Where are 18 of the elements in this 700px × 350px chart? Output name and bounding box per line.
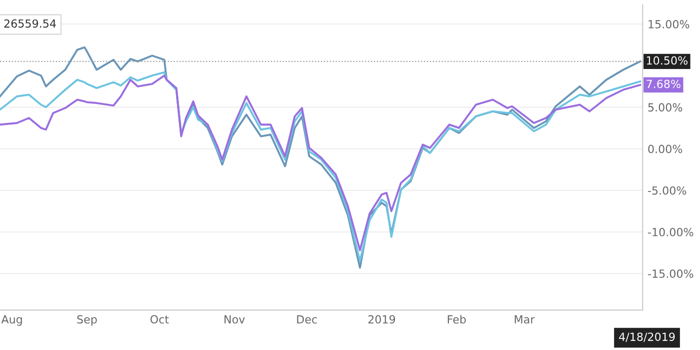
x-tick-label: 2019 <box>368 315 396 324</box>
y-tick-label: -5.00% <box>648 186 686 195</box>
annotation: 7.68% <box>646 80 680 88</box>
y-tick-label: -10.00% <box>648 228 694 236</box>
y-tick-label: 5.00% <box>648 103 682 112</box>
x-tick-label: Sep <box>77 315 97 326</box>
y-tick-label: -15.00% <box>648 269 694 278</box>
text: 4/18/2019 <box>619 332 675 342</box>
x-tick-label: Dec <box>297 315 317 324</box>
y-tick-label: 0.00% <box>648 144 682 154</box>
x-tick-label: Aug <box>1 315 22 326</box>
annotation: 10.50% <box>646 56 688 65</box>
y-tick-label: 15.00% <box>648 20 690 28</box>
x-tick-label: Oct <box>150 315 169 324</box>
x-tick-label: Mar <box>514 315 535 324</box>
x-tick-label: Nov <box>224 315 245 324</box>
x-tick-label: Feb <box>448 314 466 324</box>
annotation: 26559.54 <box>4 19 56 28</box>
